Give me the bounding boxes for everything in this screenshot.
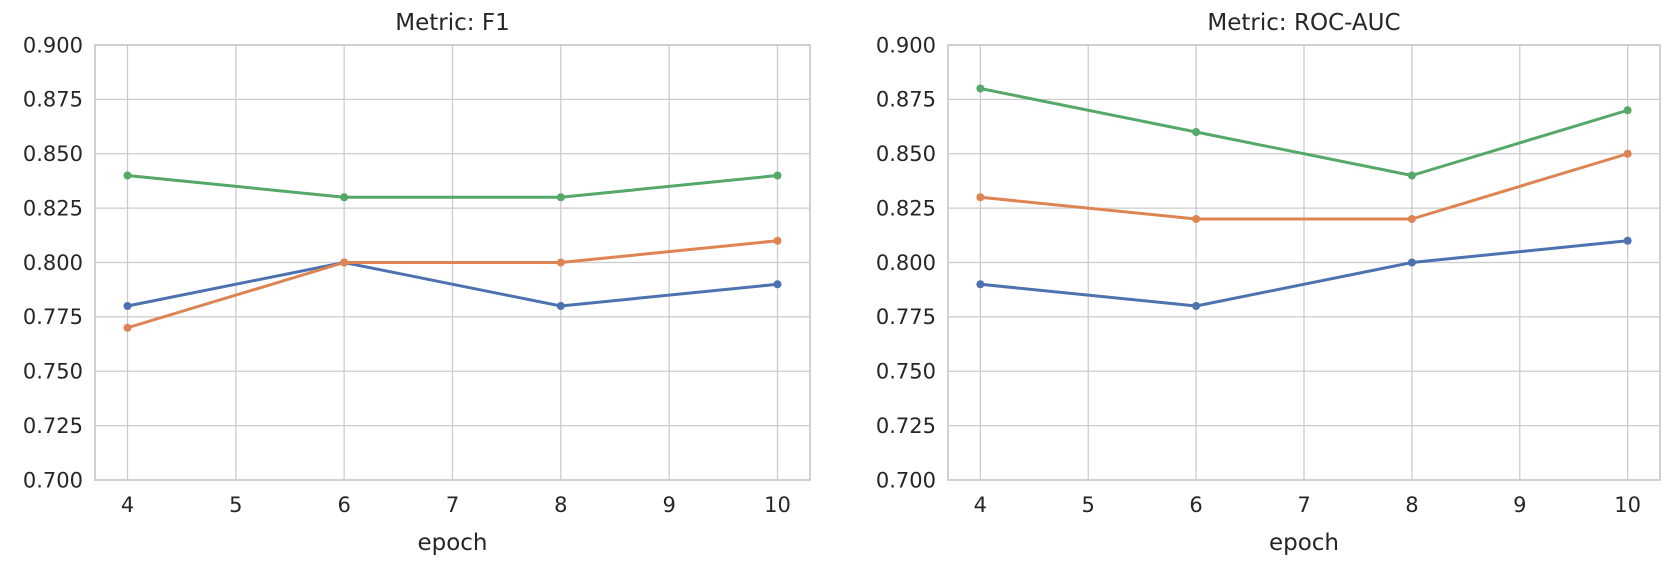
y-tick-label: 0.900 [23, 33, 83, 57]
data-point-orange [123, 323, 132, 332]
chart-title: Metric: ROC-AUC [1207, 10, 1400, 36]
plot-border [947, 44, 1661, 481]
chart-title: Metric: F1 [395, 10, 509, 36]
data-point-green [556, 193, 565, 202]
y-tick-label: 0.825 [876, 196, 936, 220]
x-axis-label: epoch [417, 530, 487, 556]
y-tick-label: 0.700 [23, 468, 83, 492]
y-tick-label: 0.700 [876, 468, 936, 492]
x-tick-label: 6 [337, 493, 350, 517]
data-point-orange [1192, 215, 1201, 223]
data-point-green [1623, 106, 1632, 115]
y-tick-label: 0.825 [23, 196, 83, 220]
data-point-blue [556, 302, 565, 310]
y-tick-label: 0.775 [876, 305, 936, 329]
x-tick-label: 10 [764, 493, 791, 517]
series-line-green [978, 87, 1630, 177]
data-point-orange [556, 258, 565, 267]
x-tick-label: 6 [1189, 493, 1202, 517]
x-tick-label: 10 [1614, 493, 1641, 517]
y-tick-label: 0.875 [23, 88, 83, 112]
data-point-green [123, 171, 132, 180]
series-line-orange [126, 239, 779, 330]
data-point-blue [1192, 302, 1201, 310]
y-tick-label: 0.750 [23, 360, 83, 384]
y-tick-label: 0.850 [23, 142, 83, 166]
y-tick-label: 0.800 [876, 251, 936, 275]
x-tick-label: 4 [974, 493, 987, 517]
y-tick-label: 0.750 [876, 360, 936, 384]
series-line-green [126, 174, 779, 199]
y-tick-label: 0.850 [876, 142, 936, 166]
data-point-green [773, 171, 782, 180]
x-tick-label: 9 [662, 493, 675, 517]
x-tick-label: 9 [1513, 493, 1526, 517]
y-tick-label: 0.875 [876, 88, 936, 112]
data-point-blue [1623, 236, 1632, 245]
data-point-green [1407, 171, 1416, 180]
y-tick-label: 0.725 [876, 414, 936, 438]
x-tick-label: 8 [1405, 493, 1418, 517]
y-tick-label: 0.900 [876, 33, 936, 57]
data-point-orange [773, 236, 782, 245]
chart-panel: 0.700 0.725 0.750 0.775 0.800 0.825 0.850 0.875… [876, 10, 1661, 556]
x-tick-label: 5 [1082, 493, 1095, 517]
data-point-orange [976, 193, 985, 202]
chart-panel: 0.700 0.725 0.750 0.775 0.800 0.825 0.850 0.875… [23, 10, 811, 556]
y-tick-label: 0.800 [23, 251, 83, 275]
series-line-blue [126, 261, 779, 308]
series-line-orange [978, 152, 1630, 221]
x-tick-label: 8 [554, 493, 567, 517]
data-point-orange [1407, 215, 1416, 223]
data-point-blue [1407, 258, 1416, 267]
data-point-orange [340, 258, 349, 267]
y-tick-label: 0.775 [23, 305, 83, 329]
x-axis-label: epoch [1269, 530, 1339, 556]
data-point-green [976, 84, 985, 93]
plot-border [94, 44, 811, 481]
data-point-blue [123, 302, 132, 310]
data-point-blue [773, 280, 782, 289]
data-point-green [340, 193, 349, 202]
y-tick-label: 0.725 [23, 414, 83, 438]
data-point-orange [1623, 149, 1632, 158]
x-tick-label: 4 [121, 493, 134, 517]
series-line-blue [978, 239, 1630, 308]
x-tick-label: 7 [446, 493, 459, 517]
data-point-blue [976, 280, 985, 289]
data-point-green [1192, 128, 1201, 136]
x-tick-label: 7 [1297, 493, 1310, 517]
x-tick-label: 5 [229, 493, 242, 517]
